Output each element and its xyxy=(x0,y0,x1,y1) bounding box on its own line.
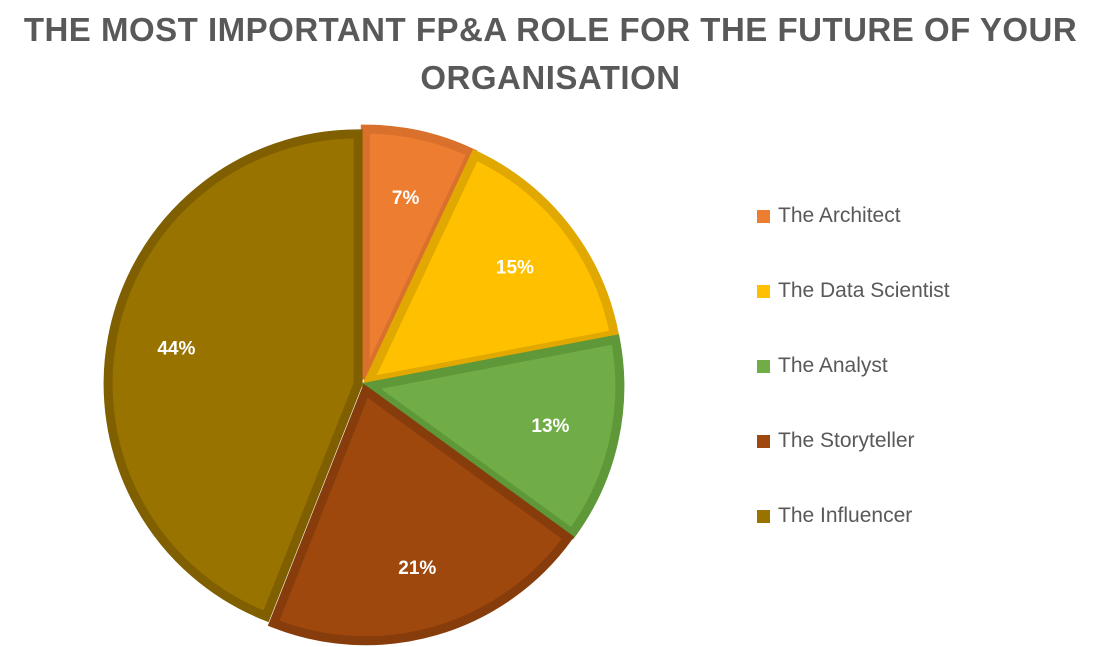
legend-label-storyteller: The Storyteller xyxy=(778,429,915,452)
legend: The Architect The Data Scientist The Ana… xyxy=(757,200,950,575)
pie-data-labels: 7% 15% 13% 21% 44% xyxy=(157,188,569,579)
legend-swatch-architect xyxy=(757,210,770,223)
data-label-storyteller: 21% xyxy=(398,558,436,579)
legend-item-architect[interactable]: The Architect xyxy=(757,200,950,275)
legend-item-data-scientist[interactable]: The Data Scientist xyxy=(757,275,950,350)
data-label-analyst: 13% xyxy=(531,416,569,437)
legend-item-storyteller[interactable]: The Storyteller xyxy=(757,425,950,500)
legend-label-influencer: The Influencer xyxy=(778,504,913,527)
legend-swatch-storyteller xyxy=(757,435,770,448)
pie-slice-storyteller[interactable] xyxy=(267,383,575,646)
legend-label-architect: The Architect xyxy=(778,204,901,227)
chart-title-line-2: ORGANISATION xyxy=(420,59,681,96)
chart-title-line-1: THE MOST IMPORTANT FP&A ROLE FOR THE FUT… xyxy=(23,11,1078,48)
legend-swatch-data-scientist xyxy=(757,285,770,298)
legend-item-analyst[interactable]: The Analyst xyxy=(757,350,950,425)
pie-slice-architect[interactable] xyxy=(360,124,478,382)
pie-slice-data-scientist[interactable] xyxy=(360,149,620,388)
chart-title: THE MOST IMPORTANT FP&A ROLE FOR THE FUT… xyxy=(0,6,1101,102)
legend-label-data-scientist: The Data Scientist xyxy=(778,279,950,302)
data-label-data-scientist: 15% xyxy=(496,257,534,278)
pie-slice-influencer[interactable] xyxy=(103,129,363,623)
data-label-influencer: 44% xyxy=(157,339,195,360)
pie-slice-analyst[interactable] xyxy=(358,334,625,540)
legend-swatch-analyst xyxy=(757,360,770,373)
legend-swatch-influencer xyxy=(757,510,770,523)
data-label-architect: 7% xyxy=(392,188,420,209)
legend-item-influencer[interactable]: The Influencer xyxy=(757,500,950,575)
legend-label-analyst: The Analyst xyxy=(778,354,888,377)
pie-slices xyxy=(103,124,625,646)
